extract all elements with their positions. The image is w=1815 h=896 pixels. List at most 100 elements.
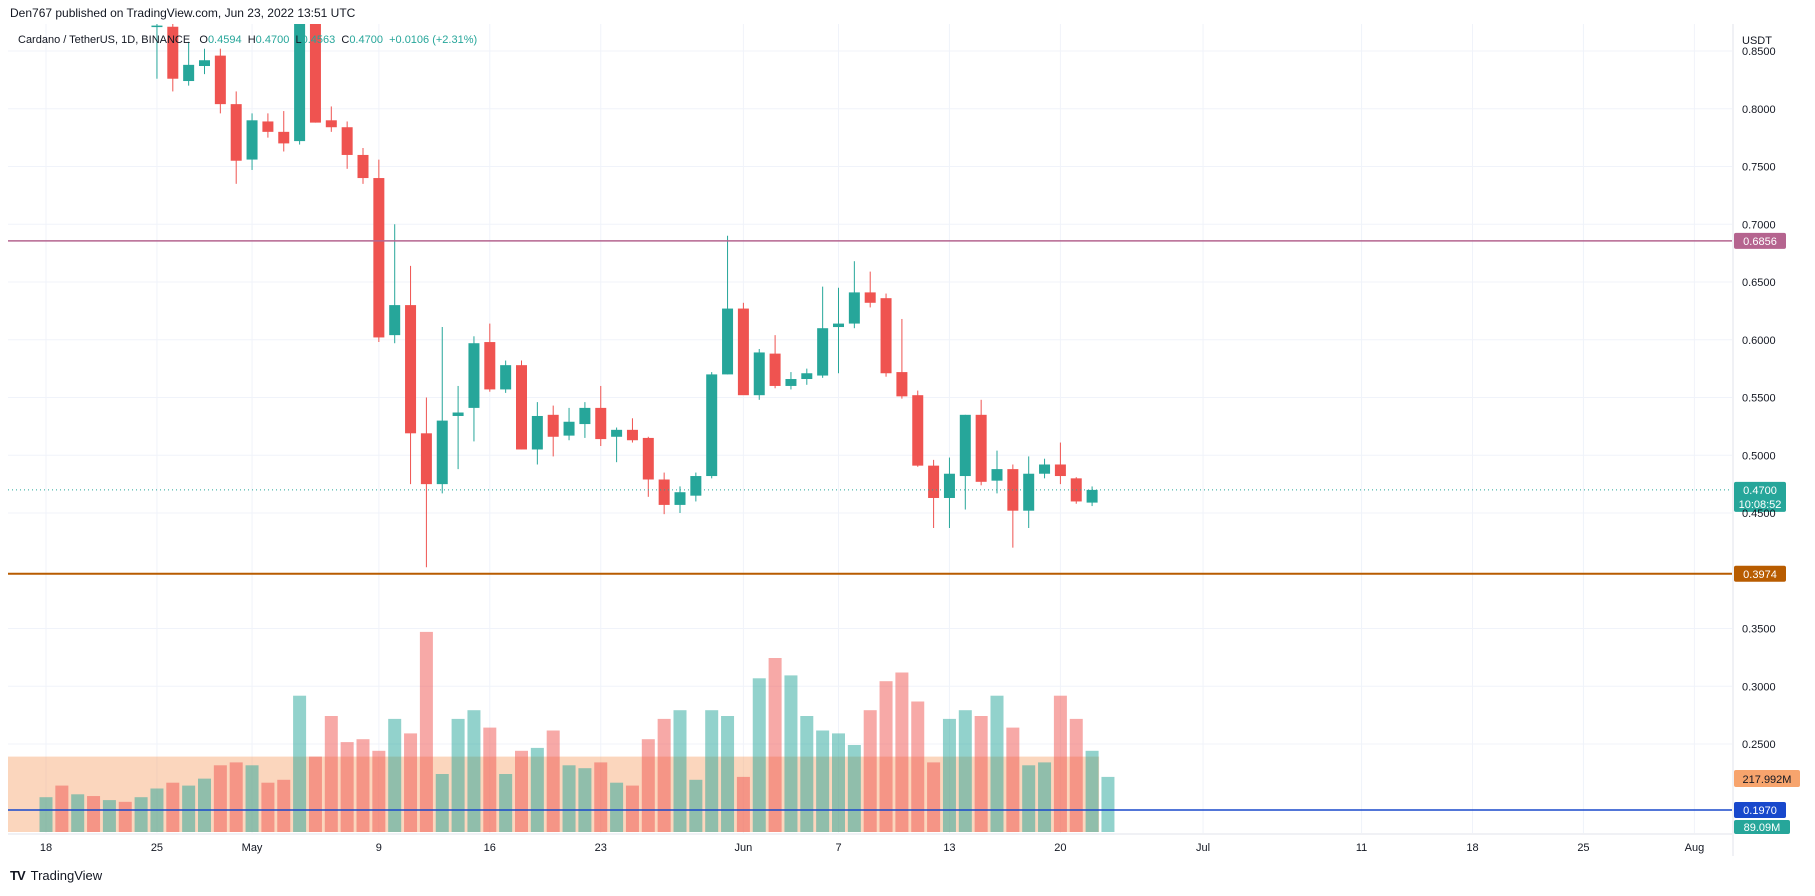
candle-body	[183, 64, 195, 82]
volume-bar	[594, 762, 608, 832]
volume-bar	[784, 675, 798, 832]
volume-bar	[625, 785, 639, 832]
publish-info: Den767 published on TradingView.com, Jun…	[10, 6, 356, 20]
candle-body	[769, 353, 781, 386]
candle-body	[785, 379, 797, 386]
volume-bar	[87, 796, 101, 832]
candle	[896, 318, 908, 399]
candle-body	[246, 120, 258, 160]
candle-body	[405, 305, 417, 434]
candle	[737, 302, 749, 396]
candle-body	[1039, 464, 1051, 474]
candle	[199, 48, 210, 75]
candle-body	[325, 120, 337, 128]
candle-body	[1023, 473, 1035, 511]
candle-body	[642, 437, 654, 480]
candle-body	[199, 60, 210, 67]
candle	[484, 323, 496, 392]
volume-bar	[546, 730, 560, 832]
price-tick-label: 0.6000	[1742, 335, 1776, 347]
high-value: 0.4700	[255, 34, 290, 46]
volume-bar	[404, 733, 418, 832]
candle	[848, 261, 860, 329]
date-tick-label: Jun	[735, 842, 753, 854]
candle	[880, 293, 892, 377]
candle-body	[722, 308, 734, 375]
candle	[214, 48, 226, 114]
price-tick-label: 0.2500	[1742, 739, 1776, 751]
candle	[500, 360, 512, 393]
volume-bar	[1069, 718, 1083, 832]
volume-bar	[1038, 762, 1052, 832]
low-value: 0.4563	[301, 34, 336, 46]
volume-bar	[1085, 750, 1099, 832]
volume-bar	[419, 631, 433, 832]
candle-body	[373, 178, 385, 338]
volume-bar	[689, 779, 703, 832]
candle-body	[880, 298, 892, 374]
volume-ma-badge	[1734, 770, 1800, 787]
volume-bar	[800, 716, 814, 832]
volume-bar	[610, 782, 624, 832]
volume-bar	[847, 745, 861, 832]
candles	[151, 24, 1098, 568]
date-tick-label: May	[242, 842, 263, 854]
candle-body	[1054, 464, 1066, 477]
volume-bar	[515, 750, 528, 832]
volume-bar	[483, 727, 497, 832]
volume-bar	[530, 747, 544, 832]
close-label: C	[341, 34, 350, 46]
volume-bar	[308, 756, 322, 832]
volume-bar	[768, 658, 782, 832]
volume-bar	[1006, 727, 1020, 832]
volume-bar	[641, 739, 655, 832]
candle	[769, 335, 781, 389]
candle	[642, 436, 654, 497]
tradingview-logo-icon: TV	[10, 868, 26, 883]
volume-bar	[990, 695, 1004, 832]
candle-body	[468, 343, 480, 408]
candle-body	[309, 24, 321, 123]
candle-body	[516, 365, 527, 450]
volume-bar	[752, 678, 766, 832]
candle-body	[167, 26, 179, 79]
candle-body	[278, 131, 290, 144]
candle-body	[595, 407, 607, 440]
date-tick-label: 11	[1356, 842, 1367, 854]
volume-bar	[467, 710, 481, 832]
volume-bar	[499, 774, 513, 832]
candle-body	[912, 395, 924, 466]
candle-body	[420, 433, 432, 485]
volume-bar	[356, 739, 370, 832]
volume-last-badge	[1734, 820, 1790, 834]
price-tick-label: 0.5000	[1742, 450, 1776, 462]
candle-body	[706, 374, 718, 477]
candle-body	[690, 476, 702, 496]
candle-body	[262, 121, 274, 132]
volume-bar	[39, 797, 53, 832]
candle-body	[753, 352, 765, 396]
volume-bar	[118, 801, 132, 832]
price-chart[interactable]: 0.6856 0.3974 0.1970 0.4700 10:08:52 217.992M…	[0, 24, 1815, 864]
candle	[547, 405, 559, 457]
candle-body	[214, 55, 226, 105]
volume-bar	[102, 800, 116, 832]
candle-body	[452, 412, 464, 416]
level-badge	[1734, 802, 1786, 818]
volume-last-label: 89.09M	[1744, 822, 1781, 834]
date-tick-label: 18	[1466, 842, 1478, 854]
candle	[785, 372, 797, 390]
volume-bar	[879, 681, 893, 832]
candle-body	[579, 407, 591, 425]
volume-bar	[277, 779, 291, 832]
level-badge	[1734, 565, 1786, 582]
candle-body	[975, 414, 987, 482]
volume-bar	[673, 710, 687, 832]
date-tick-label: 23	[595, 842, 607, 854]
volume-bar	[134, 797, 148, 832]
last-price-label: 0.4700	[1743, 485, 1777, 497]
price-tick-label: 0.6500	[1742, 277, 1776, 289]
date-axis: 18 25 May 9 16 23 Jun 7 13 20 Jul 11 18 25 Aug	[8, 833, 1732, 854]
volume-ma-label: 217.992M	[1743, 774, 1792, 786]
